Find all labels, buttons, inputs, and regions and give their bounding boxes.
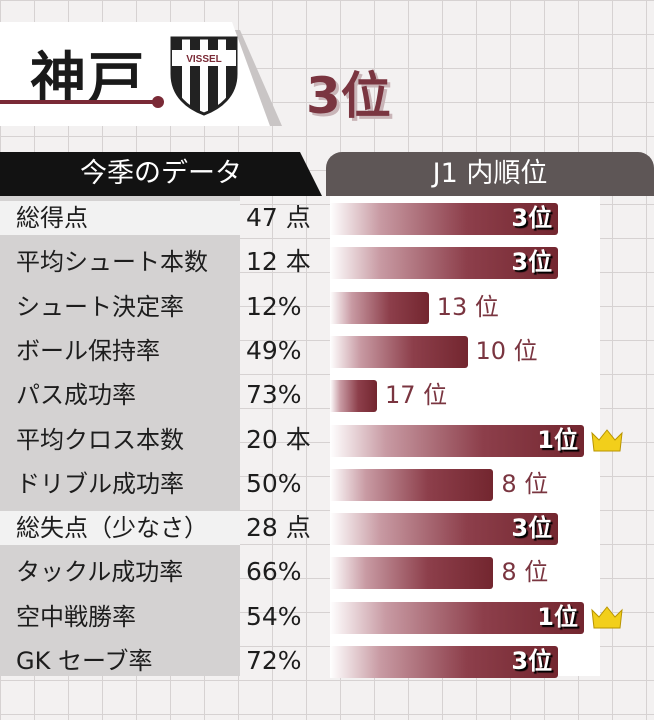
header-underline (0, 100, 158, 104)
crown-icon (591, 605, 623, 629)
stat-value: 12% (246, 291, 302, 321)
table-row: 空中戦勝率 54% 1位 (0, 595, 654, 639)
rank-bar (330, 468, 494, 501)
crown-icon (591, 428, 623, 451)
rank-bar (330, 247, 559, 280)
table-row: GK セーブ率 72% 3位 (0, 639, 654, 683)
table-row: パス成功率 73% 17 位 (0, 373, 654, 417)
table-row: 平均クロス本数 20 本 1位 (0, 418, 654, 462)
rank-label: 10 位 (475, 336, 538, 365)
j1-rank-header: J1 内順位 (326, 152, 654, 196)
rank-label: 1位 (537, 425, 578, 454)
vissel-shield-logo: VISSEL (170, 36, 238, 116)
stat-value: 73% (246, 380, 302, 410)
table-row: シュート決定率 12% 13 位 (0, 285, 654, 329)
stat-value: 12 本 (246, 247, 311, 277)
stat-value: 54% (246, 601, 302, 631)
logo-stripe (172, 38, 182, 114)
stat-name: 総得点 (0, 201, 240, 235)
logo-band (172, 50, 236, 66)
rank-label: 17 位 (384, 381, 448, 410)
table-row: 総得点 47 点 3位 (0, 196, 654, 240)
rank-bar (330, 203, 559, 235)
stat-value: 66% (246, 557, 302, 587)
stat-value: 72% (246, 646, 302, 675)
stats-column-background (0, 196, 240, 676)
rank-label: 8 位 (501, 558, 549, 587)
logo-stripe (226, 38, 236, 114)
crown-shape (591, 605, 623, 629)
rank-bar (330, 291, 429, 324)
logo-text: VISSEL (186, 54, 222, 65)
season-data-header: 今季のデータ (0, 152, 322, 196)
rank-label: 3位 (511, 204, 553, 232)
logo-stripe (190, 38, 200, 114)
table-row: 平均シュート本数 12 本 3位 (0, 240, 654, 284)
rank-bar (330, 380, 377, 413)
stat-value: 20 本 (246, 424, 311, 454)
stat-value: 28 点 (246, 513, 311, 543)
rank-bar (330, 424, 584, 457)
rank-bar (330, 557, 494, 590)
rank-bar (330, 335, 468, 368)
rank-bar (330, 601, 584, 634)
rank-label: 8 位 (501, 469, 549, 498)
table-row: ボール保持率 49% 10 位 (0, 329, 654, 373)
stat-value: 49% (246, 335, 302, 365)
stat-value: 50% (246, 468, 302, 498)
stat-name: シュート決定率 (16, 292, 184, 321)
rank-label: 3位 (511, 248, 553, 277)
table-row: タックル成功率 66% 8 位 (0, 550, 654, 594)
logo-stripe (208, 38, 218, 114)
table-row: ドリブル成功率 50% 8 位 (0, 462, 654, 506)
stat-value: 47 点 (246, 203, 311, 232)
rank-label: 3位 (511, 514, 553, 543)
header-underline-dot (152, 96, 164, 108)
crown-shape (591, 428, 623, 451)
stat-name: タックル成功率 (16, 558, 184, 587)
season-data-header-label: 今季のデータ (80, 158, 242, 189)
stat-name: ボール保持率 (16, 336, 160, 365)
overall-rank: 3位 (306, 67, 391, 125)
stat-name: GK セーブ率 (16, 647, 153, 675)
stat-name: 平均クロス本数 (16, 425, 184, 454)
stat-name: 平均シュート本数 (16, 248, 208, 277)
stat-name: パス成功率 (16, 381, 136, 410)
stat-name: 空中戦勝率 (16, 602, 136, 631)
rank-label: 13 位 (436, 292, 499, 321)
rank-bar (330, 646, 559, 678)
rank-label: 3位 (511, 647, 553, 675)
stat-name: ドリブル成功率 (16, 469, 184, 498)
table-row: 総失点（少なさ） 28 点 3位 (0, 506, 654, 550)
rank-label: 1位 (537, 602, 578, 631)
stat-name: 総失点（少なさ） (0, 511, 240, 546)
rank-bar (330, 513, 559, 546)
